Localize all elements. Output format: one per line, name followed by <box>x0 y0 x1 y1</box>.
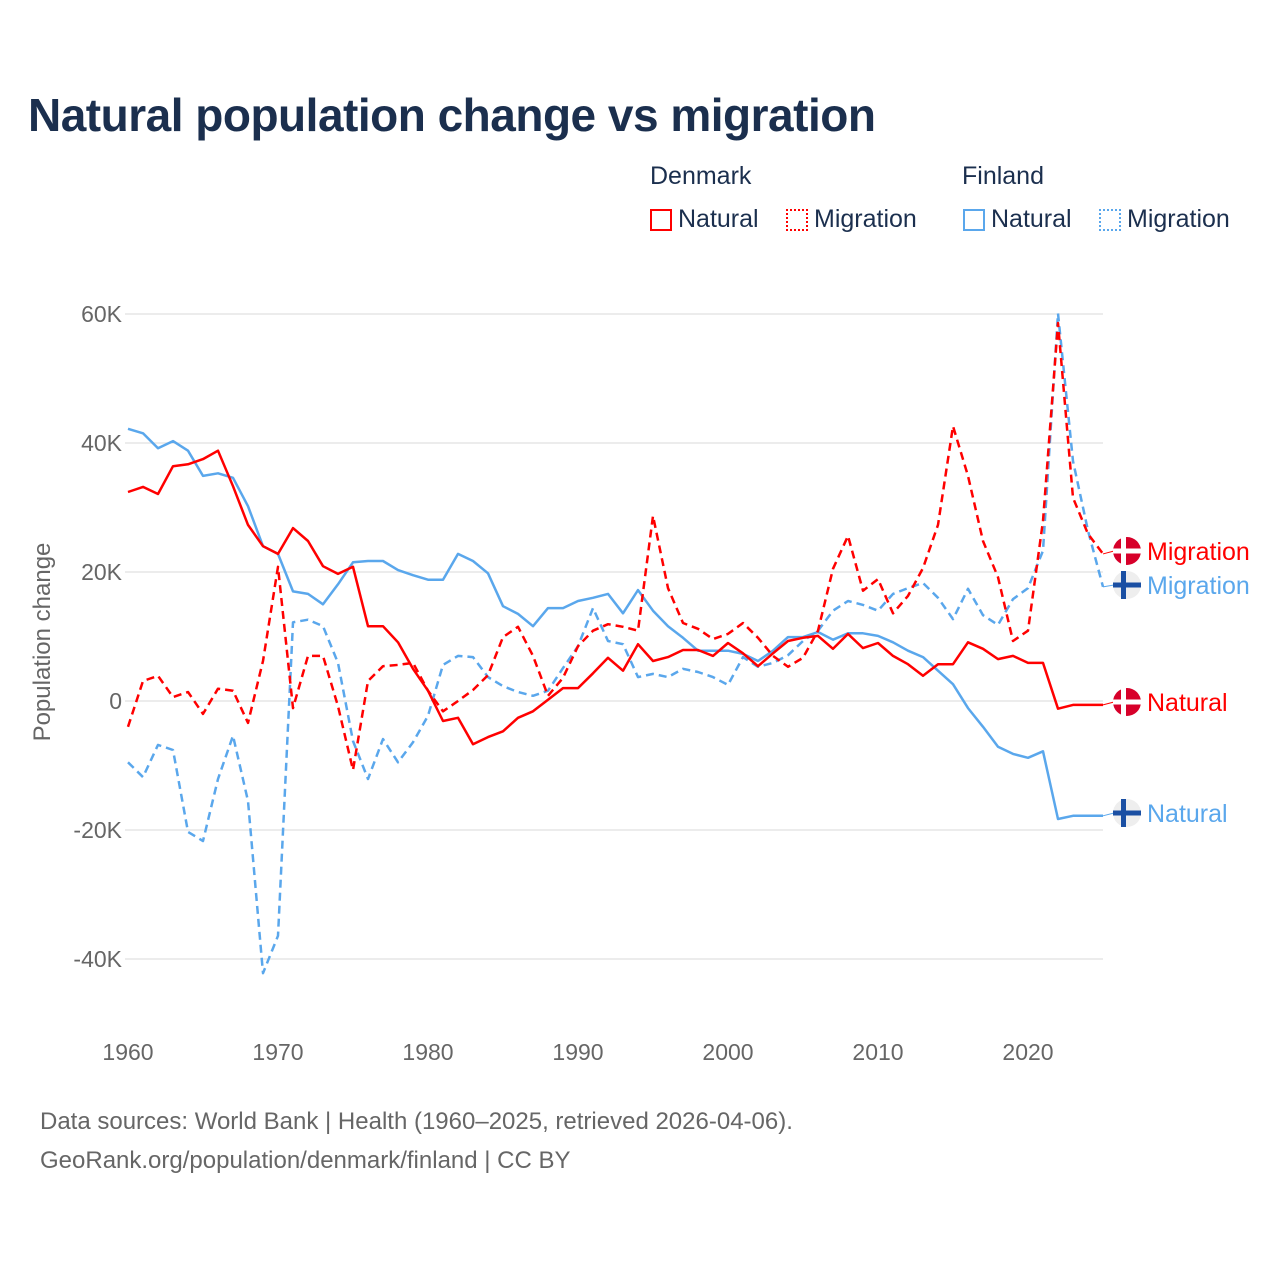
x-tick-label: 1980 <box>402 1039 453 1065</box>
x-tick-label: 2010 <box>852 1039 903 1065</box>
series-line-denmark-natural[interactable] <box>127 449 1103 746</box>
end-label-denmark-migration: Migration <box>1147 538 1250 566</box>
end-label-connector <box>1102 812 1115 817</box>
finland-flag-icon <box>1113 799 1141 827</box>
legend-denmark-migration[interactable]: Migration <box>786 205 917 234</box>
end-label-denmark-natural: Natural <box>1147 689 1228 717</box>
legend-finland-migration[interactable]: Migration <box>1099 205 1230 234</box>
legend-group-denmark: Denmark <box>650 162 752 190</box>
legend-label: Natural <box>991 205 1072 233</box>
legend-finland-natural[interactable]: Natural <box>963 205 1072 234</box>
legend-swatch-solid-blue <box>963 208 985 231</box>
x-tick-label: 2020 <box>1002 1039 1053 1065</box>
footer-url: GeoRank.org/population/denmark/finland |… <box>40 1147 571 1174</box>
end-label-connector <box>1102 584 1115 588</box>
legend-denmark-natural[interactable]: Natural <box>650 205 759 234</box>
y-tick-label: 0 <box>109 688 122 714</box>
y-tick-label: 20K <box>81 559 123 585</box>
series-line-finland-natural[interactable] <box>127 427 1103 821</box>
legend-group-finland: Finland <box>962 162 1044 190</box>
legend-swatch-solid-red <box>650 208 672 231</box>
end-label-connector <box>1102 550 1115 555</box>
legend-swatch-dotted-red <box>786 208 808 231</box>
denmark-flag-icon <box>1113 688 1141 716</box>
denmark-flag-icon <box>1113 537 1141 565</box>
y-tick-label: 40K <box>81 430 123 456</box>
finland-flag-icon <box>1113 571 1141 599</box>
x-tick-label: 2000 <box>702 1039 753 1065</box>
chart-title: Natural population change vs migration <box>28 89 876 141</box>
x-tick-label: 1990 <box>552 1039 603 1065</box>
end-label-finland-migration: Migration <box>1147 572 1250 600</box>
end-label-finland-natural: Natural <box>1147 800 1228 828</box>
y-tick-label: -20K <box>73 817 122 843</box>
legend-label: Natural <box>678 205 759 233</box>
legend-swatch-dotted-blue <box>1099 208 1121 231</box>
y-tick-label: -40K <box>73 946 122 972</box>
series-line-denmark-migration[interactable] <box>126 321 1104 772</box>
x-tick-label: 1970 <box>252 1039 303 1065</box>
legend-label: Migration <box>1127 205 1230 233</box>
y-tick-label: 60K <box>81 301 123 327</box>
y-axis-label: Population change <box>29 543 56 742</box>
series-line-finland-migration[interactable] <box>127 312 1105 975</box>
legend-label: Migration <box>814 205 917 233</box>
x-tick-label: 1960 <box>102 1039 153 1065</box>
footer-sources: Data sources: World Bank | Health (1960–… <box>40 1108 793 1135</box>
end-label-connector <box>1102 701 1115 706</box>
